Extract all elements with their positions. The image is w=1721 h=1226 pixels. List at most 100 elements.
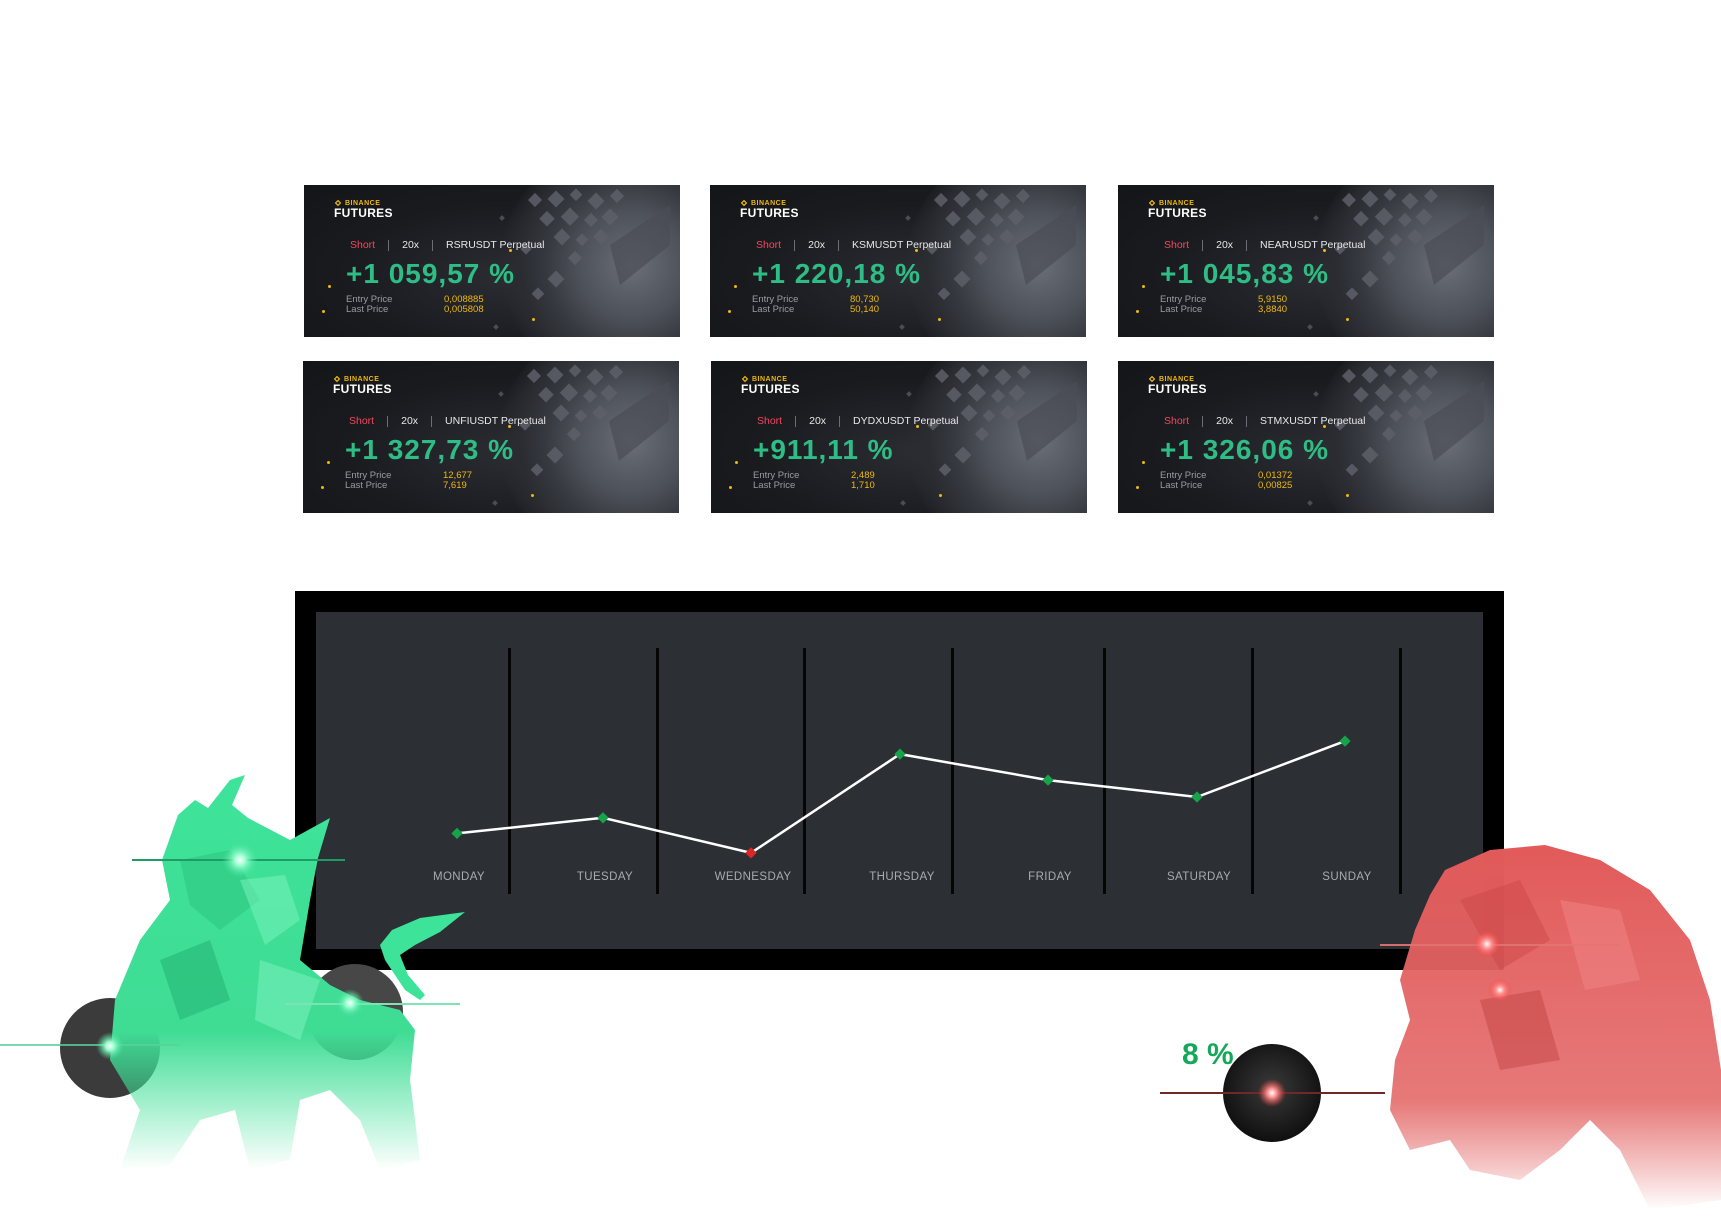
position-side: Short <box>349 415 375 427</box>
sparkle-dot <box>734 285 737 288</box>
entry-price-value: 0,01372 <box>1258 470 1293 481</box>
diamond-pattern <box>927 364 1077 477</box>
binance-logo-icon <box>1148 199 1156 207</box>
leverage: 20x <box>1216 239 1234 251</box>
day-label-tuesday: TUESDAY <box>577 871 633 883</box>
pnl-percentage: +1 059,57 % <box>346 258 516 289</box>
binance-futures-logo: BINANCE FUTURES <box>1148 199 1207 221</box>
data-point-sunday[interactable] <box>1339 735 1351 747</box>
data-point-friday[interactable] <box>1042 774 1054 786</box>
day-divider <box>1251 648 1254 894</box>
data-point-monday[interactable] <box>451 827 463 840</box>
leverage: 20x <box>401 415 419 427</box>
last-price-value: 3,8840 <box>1258 304 1288 315</box>
last-price-value: 7,619 <box>443 480 467 491</box>
pnl-card-3[interactable]: BINANCE FUTURES Short 20x NEARUSDT Perpe… <box>1118 185 1494 337</box>
meta-divider <box>839 415 841 427</box>
pnl-card-5[interactable]: BINANCE FUTURES Short 20x DYDXUSDT Perpe… <box>711 361 1087 513</box>
leverage: 20x <box>808 239 826 251</box>
price-values: 0,01372 0,00825 <box>1258 471 1292 491</box>
meta-divider <box>431 415 433 427</box>
pnl-percentage: +1 045,83 % <box>1160 258 1330 289</box>
sparkle-dot <box>1323 425 1326 428</box>
price-values: 12,677 7,619 <box>443 471 472 491</box>
entry-price-value: 80,730 <box>850 294 880 305</box>
meta-divider <box>1202 239 1204 251</box>
brand-bottom-text: FUTURES <box>333 382 392 396</box>
entry-price-value: 5,9150 <box>1258 294 1288 305</box>
sparkle-dot <box>916 425 919 428</box>
sparkle-dot <box>1323 249 1326 252</box>
last-price-value: 0,00825 <box>1258 480 1293 491</box>
pnl-card-1[interactable]: BINANCE FUTURES Short 20x RSRUSDT Perpet… <box>304 185 680 337</box>
diamond-pattern <box>520 188 670 301</box>
pnl-card-6[interactable]: BINANCE FUTURES Short 20x STMXUSDT Perpe… <box>1118 361 1494 513</box>
entry-price-label: Entry Price <box>345 470 392 481</box>
pnl-percentage: +1 327,73 % <box>345 434 515 465</box>
sparkle-dot <box>1346 318 1349 321</box>
meta-divider <box>795 415 797 427</box>
pnl-card-4[interactable]: BINANCE FUTURES Short 20x UNFIUSDT Perpe… <box>303 361 679 513</box>
sparkle-dot <box>321 486 324 489</box>
price-labels: Entry Price Last Price <box>345 471 391 491</box>
diamond-pattern <box>1334 188 1484 301</box>
sparkle-dot <box>327 461 330 464</box>
binance-futures-logo: BINANCE FUTURES <box>740 199 799 221</box>
sparkle-dot <box>328 285 331 288</box>
sparkle-dot <box>1136 486 1139 489</box>
position-side: Short <box>757 415 783 427</box>
last-price-label: Last Price <box>345 480 388 491</box>
day-label-sunday: SUNDAY <box>1322 871 1371 883</box>
price-values: 5,9150 3,8840 <box>1258 295 1287 315</box>
sparkle-dot <box>322 310 325 313</box>
price-values: 80,730 50,140 <box>850 295 879 315</box>
diamond-pattern <box>519 364 669 477</box>
brand-bottom-text: FUTURES <box>740 206 799 220</box>
sparkle-dot <box>1136 310 1139 313</box>
brand-bottom-text: FUTURES <box>334 206 393 220</box>
position-side: Short <box>1164 239 1190 251</box>
data-point-wednesday[interactable] <box>745 847 757 859</box>
meta-divider <box>432 239 434 251</box>
day-divider <box>1399 648 1402 894</box>
brand-top-text: BINANCE <box>344 375 380 383</box>
meta-divider <box>388 239 390 251</box>
pnl-card-2[interactable]: BINANCE FUTURES Short 20x KSMUSDT Perpet… <box>710 185 1086 337</box>
binance-logo-icon <box>334 199 342 207</box>
pnl-percentage: +1 220,18 % <box>752 258 922 289</box>
entry-price-value: 2,489 <box>851 470 875 481</box>
leverage: 20x <box>1216 415 1234 427</box>
position-meta: Short 20x NEARUSDT Perpetual <box>1164 239 1365 251</box>
position-side: Short <box>756 239 782 251</box>
last-price-value: 0,005808 <box>444 304 484 315</box>
leverage: 20x <box>809 415 827 427</box>
position-side: Short <box>1164 415 1190 427</box>
sparkle-dot <box>532 318 535 321</box>
sparkle-dot <box>939 494 942 497</box>
last-price-label: Last Price <box>1160 304 1203 315</box>
sparkle-dot <box>1346 494 1349 497</box>
day-label-friday: FRIDAY <box>1028 871 1072 883</box>
sparkle-dot <box>531 494 534 497</box>
trading-pair: KSMUSDT Perpetual <box>852 239 952 251</box>
brand-top-text: BINANCE <box>345 199 381 207</box>
entry-price-label: Entry Price <box>1160 470 1207 481</box>
meta-divider <box>1246 239 1248 251</box>
meta-divider <box>387 415 389 427</box>
brand-bottom-text: FUTURES <box>1148 206 1207 220</box>
position-meta: Short 20x KSMUSDT Perpetual <box>756 239 951 251</box>
price-values: 2,489 1,710 <box>851 471 875 491</box>
data-point-tuesday[interactable] <box>597 812 609 824</box>
entry-price-value: 12,677 <box>443 470 473 481</box>
data-point-saturday[interactable] <box>1191 791 1203 803</box>
last-price-label: Last Price <box>753 480 796 491</box>
binance-futures-logo: BINANCE FUTURES <box>334 199 393 221</box>
binance-futures-logo: BINANCE FUTURES <box>741 375 800 397</box>
leverage: 20x <box>402 239 420 251</box>
diamond-pattern <box>926 188 1076 301</box>
data-point-thursday[interactable] <box>894 748 906 760</box>
price-values: 0,008885 0,005808 <box>444 295 484 315</box>
brand-top-text: BINANCE <box>1159 375 1195 383</box>
brand-bottom-text: FUTURES <box>741 382 800 396</box>
position-meta: Short 20x STMXUSDT Perpetual <box>1164 415 1365 427</box>
